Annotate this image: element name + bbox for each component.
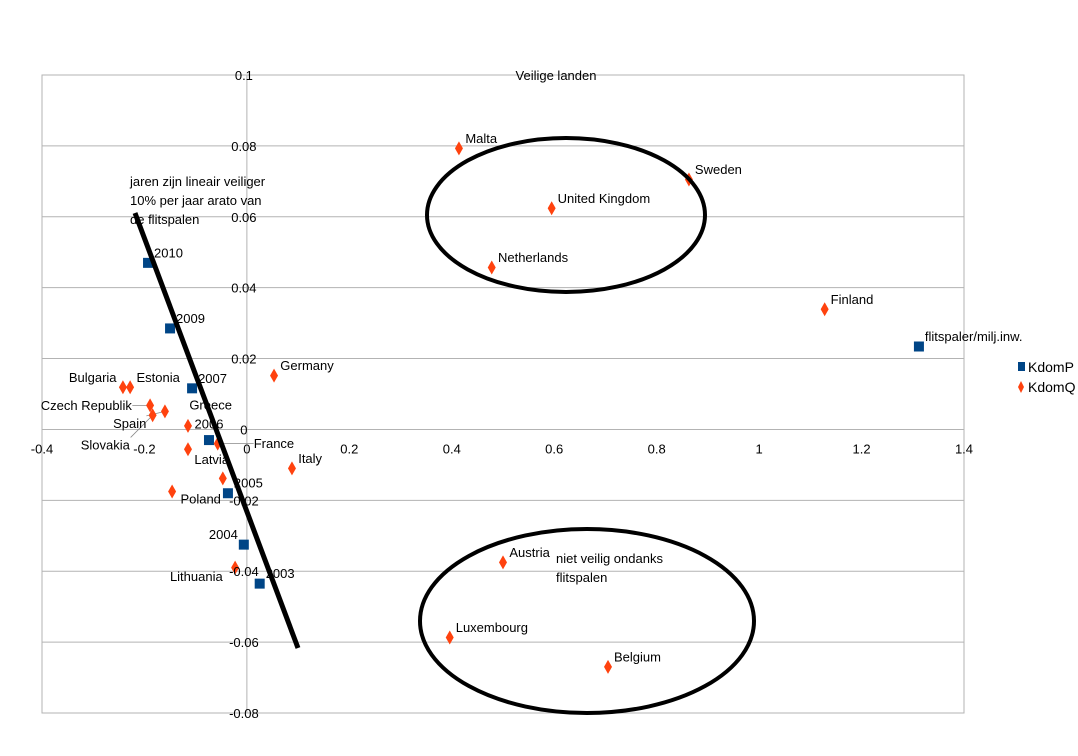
trend-note-line: jaren zijn lineair veiliger (129, 174, 266, 189)
y-tick-label: 0.1 (235, 68, 253, 83)
data-label: 2003 (266, 566, 295, 581)
trend-note-line: 10% per jaar arato van (130, 193, 262, 208)
legend-marker (1018, 381, 1024, 393)
y-tick-label: 0.08 (231, 139, 256, 154)
data-label: 2010 (154, 245, 183, 260)
data-label: Bulgaria (69, 370, 117, 385)
data-point-KdomQ (270, 368, 279, 383)
legend-label: KdomP (1028, 359, 1074, 375)
x-tick-label: 0 (243, 441, 250, 456)
y-tick-label: -0.06 (229, 635, 259, 650)
data-point-KdomQ (820, 302, 829, 317)
data-label: Germany (280, 358, 334, 373)
data-label: Latvia (194, 452, 229, 467)
data-label: Austria (509, 545, 550, 560)
data-point-KdomQ (287, 461, 296, 476)
x-tick-label: 0.6 (545, 441, 563, 456)
y-tick-label: 0.06 (231, 210, 256, 225)
data-point-KdomQ (183, 442, 192, 457)
data-label: Malta (465, 131, 498, 146)
unsafe-note-line: niet veilig ondanks (556, 551, 663, 566)
grid-layer (41, 74, 965, 714)
text-layer: -0.4 -0.2 0 0.2 0.4 0.6 0.8 1 1.2 1.4 0.1 0.08 0.06 0… (31, 68, 1076, 721)
data-point-KdomQ (218, 471, 227, 486)
data-label: Sweden (695, 162, 742, 177)
data-point-KdomQ (148, 408, 157, 423)
label-leader-line (130, 414, 153, 438)
y-tick-label: 0.02 (231, 352, 256, 367)
data-point-KdomP (222, 488, 233, 499)
x-tick-label: 0.4 (443, 441, 461, 456)
data-label: Slovakia (81, 437, 131, 452)
data-point-KdomQ (547, 201, 556, 216)
chart-title: Veilige landen (516, 68, 597, 83)
data-label: France (254, 436, 294, 451)
data-label: United Kingdom (558, 191, 651, 206)
trend-line (132, 212, 301, 649)
y-tick-label: 0 (240, 422, 247, 437)
data-label: 2009 (176, 311, 205, 326)
x-tick-label: 0.2 (340, 441, 358, 456)
data-label: Estonia (136, 370, 180, 385)
data-point-KdomQ (168, 484, 177, 499)
x-tick-label: 0.8 (648, 441, 666, 456)
data-point-KdomQ (604, 659, 613, 674)
legend-label: KdomQ (1028, 379, 1076, 395)
plot-border (41, 74, 965, 714)
data-label: Lithuania (170, 569, 224, 584)
data-label: flitspaler/milj.inw. (925, 329, 1023, 344)
data-point-KdomQ (445, 630, 454, 645)
data-point-KdomQ (487, 260, 496, 275)
data-point-KdomQ (118, 380, 127, 395)
data-label: 2004 (209, 527, 238, 542)
data-label: Italy (298, 451, 322, 466)
x-tick-label: -0.4 (31, 441, 53, 456)
data-point-KdomP (203, 435, 214, 446)
unsafe-note-line: flitspalen (556, 570, 607, 585)
data-label: Poland (180, 492, 220, 507)
y-tick-label: -0.02 (229, 493, 259, 508)
data-label: Belgium (614, 649, 661, 664)
data-point-KdomQ (454, 141, 463, 156)
data-point-KdomP (238, 539, 249, 550)
unsafe-countries-ellipse (418, 527, 756, 715)
data-point-KdomQ (499, 555, 507, 570)
data-label: 2007 (198, 371, 227, 386)
data-label: Greece (189, 398, 232, 413)
x-tick-label: 1.4 (955, 441, 973, 456)
data-point-KdomQ (160, 404, 169, 419)
data-label: Luxembourg (456, 620, 528, 635)
x-tick-label: -0.2 (133, 441, 155, 456)
data-label: Netherlands (498, 250, 569, 265)
data-label: Spain (113, 416, 146, 431)
data-point-KdomP (187, 383, 198, 394)
data-point-KdomP (254, 578, 265, 589)
data-label: 2005 (234, 476, 263, 491)
y-tick-label: 0.04 (231, 281, 256, 296)
y-tick-label: -0.08 (229, 706, 259, 721)
data-point-KdomP (165, 323, 176, 334)
x-tick-label: 1.2 (853, 441, 871, 456)
marker-layer (118, 136, 1025, 715)
x-tick-label: 1 (755, 441, 762, 456)
data-point-KdomQ (231, 560, 240, 575)
safe-countries-ellipse (425, 136, 707, 294)
legend-marker (1018, 362, 1025, 371)
data-point-KdomP (913, 341, 924, 352)
data-point-KdomP (143, 257, 154, 268)
data-point-KdomQ (146, 398, 155, 413)
y-tick-label: -0.04 (229, 564, 259, 579)
data-label: Finland (831, 292, 874, 307)
data-point-KdomQ (126, 380, 135, 395)
data-label: 2006 (195, 417, 224, 432)
data-label: Czech Republik (41, 398, 133, 413)
data-point-KdomQ (183, 418, 192, 433)
trend-note-line: de flitspalen (130, 212, 199, 227)
